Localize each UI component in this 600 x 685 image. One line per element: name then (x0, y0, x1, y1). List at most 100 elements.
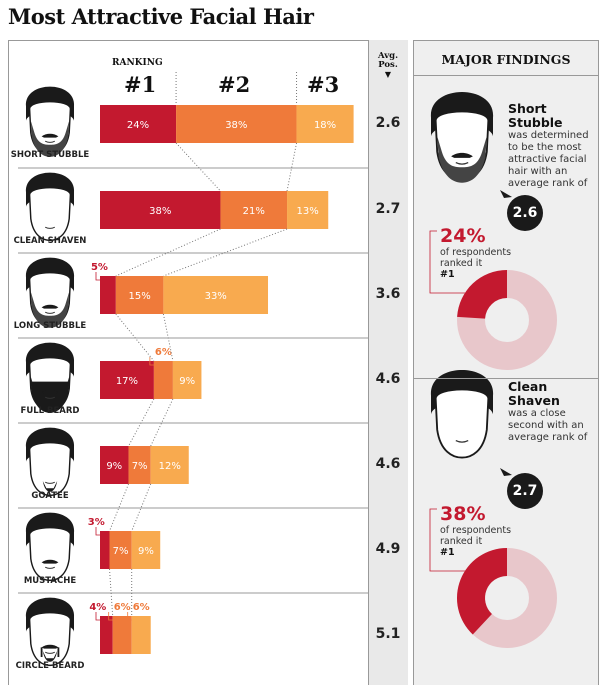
rank-label: #1 (440, 269, 455, 280)
value-label: 17% (116, 376, 138, 387)
value-label: 33% (205, 291, 227, 302)
bar-rank2-5 (109, 531, 132, 569)
value-label: 18% (314, 120, 336, 131)
avg-column (368, 40, 408, 685)
rank3-header: #3 (307, 72, 340, 97)
bar-rank3-2 (163, 276, 269, 314)
connector-line (109, 483, 129, 532)
value-label: 9% (179, 376, 195, 387)
goatee-face-icon (25, 427, 75, 497)
bar-rank3-3 (172, 361, 202, 399)
rank1-header: #1 (124, 72, 157, 97)
finding-percent-text: of respondents ranked it #1 (440, 525, 520, 558)
value-label-outside: 6% (155, 347, 172, 358)
bar-rank2-2 (115, 276, 164, 314)
findings-divider (413, 75, 599, 76)
bubble-tail (500, 190, 512, 198)
finding-description: was a close second with an average rank … (508, 408, 588, 443)
row-label: MUSTACHE (23, 576, 77, 586)
value-label: 38% (225, 120, 247, 131)
ranking-label: RANKING (112, 58, 163, 68)
finding-name: Short Stubble (508, 101, 563, 130)
finding-description: was determined to be the most attractive… (508, 130, 589, 189)
value-label: 38% (149, 206, 171, 217)
row-label: FULL BEARD (20, 406, 80, 416)
row-label: CLEAN SHAVEN (13, 236, 87, 246)
bar-rank1-5 (100, 531, 110, 569)
finding-text: Short Stubble was determined to be the mo… (508, 102, 596, 190)
finding-percent: 24% (440, 225, 486, 247)
long-stubble-face-icon (25, 257, 75, 328)
label-leader (127, 612, 132, 621)
connector-line (115, 228, 221, 277)
findings-title: MAJOR FINDINGS (441, 52, 571, 67)
donut-segment (456, 548, 507, 635)
value-label-outside: 6% (133, 602, 150, 613)
label-leader (95, 272, 100, 281)
bar-rank3-0 (296, 105, 354, 143)
value-label-outside: 5% (91, 262, 108, 273)
circle-beard-face-icon (25, 597, 75, 667)
connector-line (109, 568, 114, 617)
bar-rank2-6 (112, 616, 132, 654)
avg-bubble: 2.7 (507, 473, 543, 509)
full-beard-face-icon (25, 342, 75, 413)
value-label-outside: 3% (88, 517, 105, 528)
row-label: SHORT STUBBLE (10, 150, 90, 160)
bar-rank3-1 (287, 191, 329, 229)
label-leader (149, 357, 154, 366)
row-label: GOATEE (31, 491, 69, 501)
bar-rank2-3 (153, 361, 173, 399)
bar-rank1-4 (100, 446, 129, 484)
connector-line (131, 483, 152, 532)
value-label: 21% (243, 206, 265, 217)
value-label: 9% (106, 461, 122, 472)
avg-position-value: 5.1 (375, 626, 401, 642)
percent-leader (429, 230, 470, 294)
bar-rank1-3 (100, 361, 154, 399)
avg-bubble: 2.6 (507, 195, 543, 231)
mustache-face-icon (25, 512, 75, 582)
clean-shaven-face-icon (430, 370, 494, 459)
bar-rank2-0 (176, 105, 297, 143)
avg-position-value: 4.9 (375, 541, 401, 557)
finding-name: Clean Shaven (508, 379, 560, 408)
value-label-outside: 4% (89, 602, 106, 613)
avg-position-value: 2.7 (375, 201, 401, 217)
connector-line (175, 142, 221, 192)
bubble-tail (500, 468, 512, 476)
connector-line (286, 142, 298, 192)
label-leader (95, 612, 100, 621)
label-leader (108, 612, 113, 621)
avg-header: Avg. Pos. ▼ (368, 52, 408, 79)
avg-position-value: 4.6 (375, 456, 401, 472)
value-label: 13% (297, 206, 319, 217)
value-label: 12% (159, 461, 181, 472)
connector-line (162, 313, 174, 362)
percent-leader (429, 508, 470, 572)
bar-rank3-4 (150, 446, 189, 484)
bar-rank1-0 (100, 105, 177, 143)
rank2-header: #2 (218, 72, 251, 97)
connector-line (163, 228, 288, 277)
short-stubble-face-icon (25, 86, 75, 157)
bar-rank2-4 (128, 446, 151, 484)
label-leader (95, 527, 100, 536)
percent-caption: of respondents ranked it (440, 525, 512, 547)
finding-percent: 38% (440, 503, 486, 525)
bar-rank2-1 (220, 191, 288, 229)
findings-divider (413, 378, 599, 379)
avg-header-line1: Avg. (377, 51, 399, 61)
bar-rank1-6 (100, 616, 113, 654)
value-label: 24% (127, 120, 149, 131)
finding-text: Clean Shaven was a close second with an a… (508, 380, 596, 444)
donut-segment (457, 270, 507, 319)
sort-down-icon[interactable]: ▼ (384, 69, 392, 79)
page-title: Most Attractive Facial Hair (8, 4, 314, 29)
connector-line (115, 313, 155, 362)
bar-rank3-6 (131, 616, 151, 654)
avg-header-line2: Pos. (378, 60, 398, 70)
value-label: 15% (129, 291, 151, 302)
bar-rank1-1 (100, 191, 221, 229)
